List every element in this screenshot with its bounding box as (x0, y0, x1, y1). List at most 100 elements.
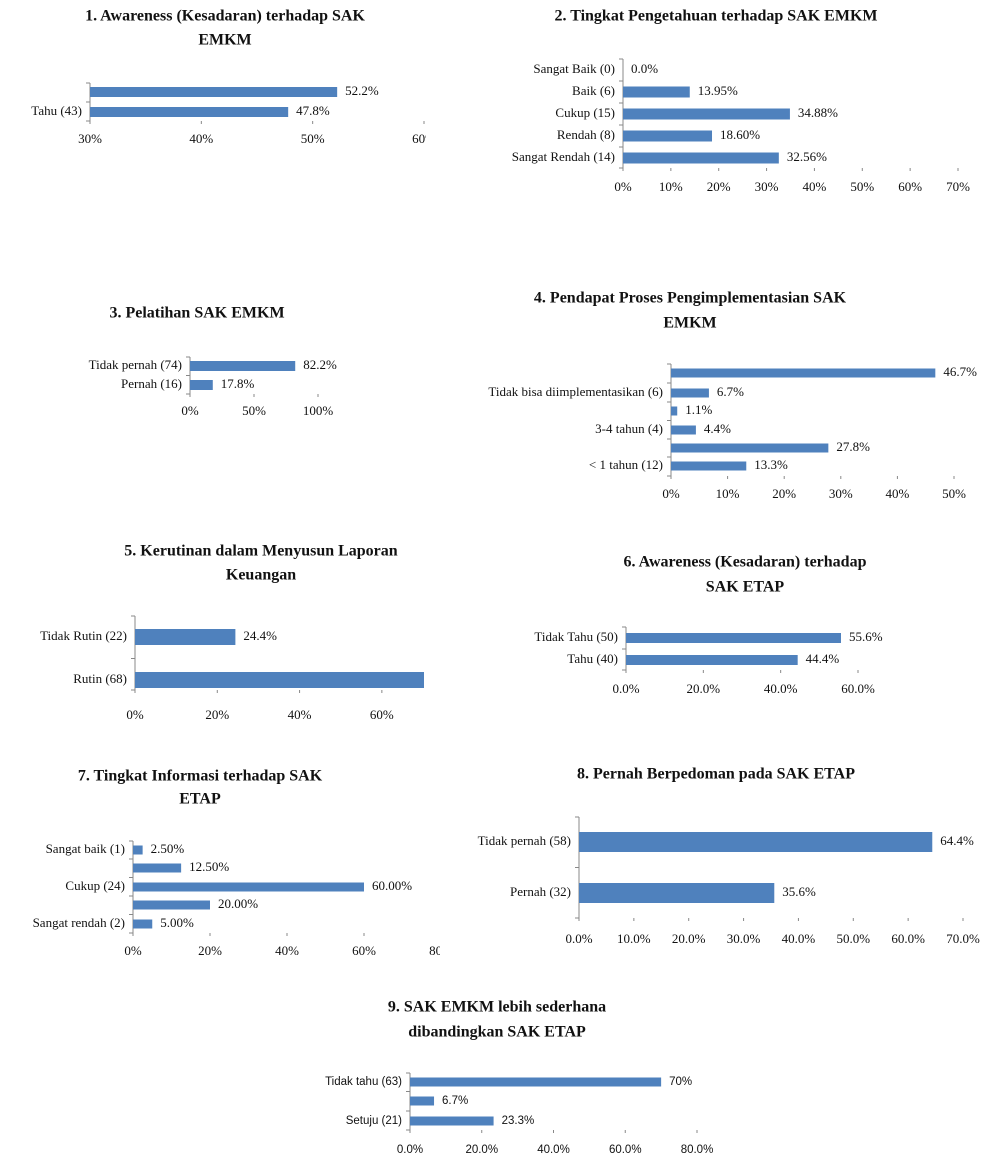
value-label: 55.6% (849, 629, 883, 644)
x-tick-label: 50.0% (836, 931, 870, 946)
bar (626, 633, 841, 643)
value-label: 47.8% (296, 103, 330, 118)
y-tick-label: Tidak pernah (74) (89, 357, 182, 372)
x-tick-label: 20.0% (465, 1144, 498, 1156)
y-tick-label: Sangat Rendah (14) (512, 149, 615, 164)
y-tick-label: Tidak bisa diimplementasikan (6) (488, 384, 663, 399)
x-tick-label: 50% (942, 486, 966, 501)
y-tick-label: 3-4 tahun (4) (595, 421, 663, 436)
bar (133, 863, 182, 873)
value-label: 17.8% (221, 376, 255, 391)
chart-title: 1. Awareness (Kesadaran) terhadap SAK (85, 8, 365, 25)
y-tick-label: Tidak tahu (63) (325, 1076, 402, 1088)
x-tick-label: 100% (303, 403, 334, 418)
chart-title: SAK ETAP (706, 579, 785, 596)
x-tick-label: 40% (803, 179, 827, 194)
plot: 0% 20% 40% 60% 24.4% (126, 615, 424, 722)
chart: 8. Pernah Berpedoman pada SAK ETAP 0.0% 10… (478, 766, 980, 946)
x-tick-label: 20% (772, 486, 796, 501)
plot: 0% 10% 20% 30% 40% 50% 46.7% 6.7% 1.1% 4.4% 27.8% 1… (662, 363, 977, 501)
plot: 0.0% 20.0% 40.0% 60.0% 80.0% 70% 6.7% 23.3% (397, 1072, 714, 1156)
bar (135, 672, 424, 688)
chart-title: 2. Tingkat Pengetahuan terhadap SAK EMKM (554, 8, 877, 25)
value-label: 12.50% (189, 859, 229, 874)
value-label: 23.3% (502, 1115, 535, 1127)
x-tick-label: 70.0% (946, 931, 980, 946)
x-tick-label: 10% (659, 179, 683, 194)
x-tick-label: 60% (352, 943, 376, 958)
y-tick-label: Tidak Rutin (22) (40, 628, 127, 643)
x-tick-label: 0% (614, 179, 632, 194)
bar (671, 425, 696, 435)
chart: 5. Kerutinan dalam Menyusun Laporan Keuan… (40, 543, 424, 722)
value-label: 70% (669, 1076, 692, 1088)
plot: 0.0% 20.0% 40.0% 60.0% 55.6% 44.4% (612, 626, 883, 696)
x-tick-label: 40.0% (764, 681, 798, 696)
x-tick-label: 10% (716, 486, 740, 501)
bar (671, 368, 936, 378)
value-label: 13.95% (698, 83, 738, 98)
y-tick-label: Tahu (40) (567, 651, 618, 666)
chart: 2. Tingkat Pengetahuan terhadap SAK EMKM… (512, 8, 970, 194)
value-label: 34.88% (798, 105, 838, 120)
value-label: 35.6% (782, 884, 816, 899)
bar (90, 107, 289, 117)
x-tick-label: 60% (412, 131, 436, 146)
bar (623, 108, 790, 120)
x-tick-label: 0% (181, 403, 199, 418)
x-tick-label: 60% (898, 179, 922, 194)
value-label: 6.7% (442, 1095, 468, 1107)
chart-title: Keuangan (226, 567, 296, 584)
bar (190, 380, 213, 390)
x-tick-label: 0% (126, 707, 144, 722)
chart: 9. SAK EMKM lebih sederhana dibandingkan … (325, 999, 713, 1156)
value-label: 5.00% (160, 915, 194, 930)
bar (135, 629, 236, 645)
chart: 7. Tingkat Informasi terhadap SAK ETAP 0% 2… (33, 768, 440, 958)
bar (579, 883, 775, 903)
chart-title: 4. Pendapat Proses Pengimplementasian SA… (534, 290, 847, 307)
x-tick-label: 20% (707, 179, 731, 194)
value-label: 44.4% (806, 651, 840, 666)
value-label: 4.4% (704, 421, 731, 436)
x-tick-label: 20% (205, 707, 229, 722)
bar (626, 655, 798, 665)
x-tick-label: 60.0% (609, 1144, 642, 1156)
bar (623, 86, 690, 98)
y-tick-label: Rendah (8) (557, 127, 615, 142)
chart: 4. Pendapat Proses Pengimplementasian SA… (488, 290, 977, 501)
chart-title: EMKM (663, 315, 716, 332)
x-tick-label: 20.0% (687, 681, 721, 696)
x-tick-label: 50% (850, 179, 874, 194)
y-tick-label: Rutin (68) (73, 671, 127, 686)
chart-title: 3. Pelatihan SAK EMKM (109, 305, 284, 322)
value-label: 13.3% (754, 457, 788, 472)
x-tick-label: 30.0% (727, 931, 761, 946)
x-tick-label: 50% (242, 403, 266, 418)
y-tick-label: Tidak pernah (58) (478, 833, 571, 848)
x-tick-label: 10.0% (617, 931, 651, 946)
bar (410, 1077, 662, 1087)
x-tick-label: 70% (946, 179, 970, 194)
chart-title: 8. Pernah Berpedoman pada SAK ETAP (577, 766, 855, 783)
bar (410, 1096, 435, 1106)
x-tick-label: 50% (301, 131, 325, 146)
x-tick-label: 0.0% (397, 1144, 423, 1156)
y-tick-label: Cukup (24) (65, 878, 125, 893)
x-tick-label: 30% (78, 131, 102, 146)
chart-title: 9. SAK EMKM lebih sederhana (388, 999, 606, 1016)
value-label: 46.7% (943, 364, 977, 379)
bar (671, 388, 709, 398)
chart-title: 6. Awareness (Kesadaran) terhadap (624, 554, 867, 571)
x-tick-label: 20.0% (672, 931, 706, 946)
x-tick-label: 80.0% (681, 1144, 714, 1156)
y-tick-label: Tahu (43) (31, 103, 82, 118)
x-tick-label: 60.0% (891, 931, 925, 946)
value-label: 60.00% (372, 878, 412, 893)
bar (671, 406, 678, 416)
x-tick-label: 60.0% (841, 681, 875, 696)
plot: 0% 10% 20% 30% 40% 50% 60% 70% 0.0% 13.95% 34.88% 1… (614, 58, 970, 194)
y-tick-label: Sangat baik (1) (46, 841, 125, 856)
plot: 0% 20% 40% 60% 80% 2.50% 12.50% 60.00% 20.00% 5.0… (124, 840, 440, 958)
value-label: 24.4% (243, 628, 277, 643)
